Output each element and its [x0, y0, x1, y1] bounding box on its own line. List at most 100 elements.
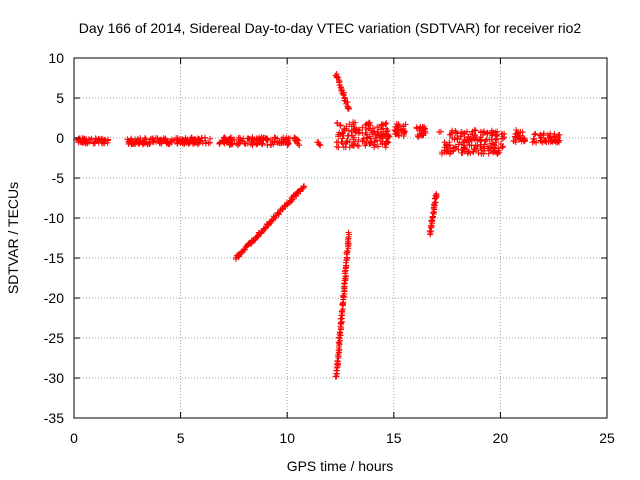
data-point [469, 128, 476, 135]
data-point [334, 119, 341, 126]
data-point [510, 138, 517, 145]
data-point [433, 192, 440, 199]
data-point [316, 141, 323, 148]
data-point [485, 145, 492, 152]
data-point [259, 140, 266, 147]
data-point [334, 358, 341, 365]
data-point [295, 141, 302, 148]
data-point [359, 138, 366, 145]
data-point [488, 130, 495, 137]
data-point [449, 127, 456, 134]
data-point [370, 131, 377, 138]
data-point [167, 138, 174, 145]
data-point [314, 139, 321, 146]
data-point [249, 139, 256, 146]
data-point [365, 121, 372, 128]
data-point [271, 138, 278, 145]
data-point [512, 134, 519, 141]
data-point [477, 128, 484, 135]
data-point [335, 79, 342, 86]
data-point [459, 147, 466, 154]
data-point [467, 135, 474, 142]
data-point [224, 137, 231, 144]
data-point [362, 142, 369, 149]
data-point [516, 132, 523, 139]
data-point [484, 130, 491, 137]
data-point [278, 139, 285, 146]
data-point [555, 132, 562, 139]
data-point [341, 95, 348, 102]
x-tick-label: 10 [279, 430, 295, 446]
data-point [414, 132, 421, 139]
data-point [340, 283, 347, 290]
data-point [366, 141, 373, 148]
data-point [446, 139, 453, 146]
data-point [384, 131, 391, 138]
data-point [256, 136, 263, 143]
data-point [444, 144, 451, 151]
data-point [350, 119, 357, 126]
x-tick-label: 20 [493, 430, 509, 446]
data-point [446, 150, 453, 157]
data-point [400, 132, 407, 139]
data-point [337, 122, 344, 129]
data-point [75, 135, 82, 142]
data-point [355, 130, 362, 137]
data-point [483, 136, 490, 143]
data-point [177, 139, 184, 146]
data-point [174, 140, 181, 147]
data-point [164, 139, 171, 146]
data-point [162, 135, 169, 142]
data-point [529, 139, 536, 146]
data-point [356, 127, 363, 134]
data-point [520, 135, 527, 142]
data-point [546, 134, 553, 141]
data-point [183, 137, 190, 144]
data-point [377, 132, 384, 139]
data-point [371, 142, 378, 149]
data-point [547, 138, 554, 145]
data-point [481, 128, 488, 135]
data-point [540, 130, 547, 137]
y-tick-label: 5 [56, 90, 64, 106]
data-point [159, 138, 166, 145]
data-point [430, 209, 437, 216]
chart-title: Day 166 of 2014, Sidereal Day-to-day VTE… [79, 20, 582, 36]
data-point [477, 136, 484, 143]
data-point [284, 139, 291, 146]
data-point [360, 135, 367, 142]
data-point [468, 130, 475, 137]
data-point [493, 137, 500, 144]
data-point [287, 135, 294, 142]
x-tick-label: 15 [386, 430, 402, 446]
data-point [87, 136, 94, 143]
data-point [345, 229, 352, 236]
data-point [191, 138, 198, 145]
data-point [276, 210, 283, 217]
data-point [339, 140, 346, 147]
data-point [455, 141, 462, 148]
data-point [413, 124, 420, 131]
data-point [264, 142, 271, 149]
data-point [383, 120, 390, 127]
data-point [344, 247, 351, 254]
data-point [461, 131, 468, 138]
data-point [400, 123, 407, 130]
data-point [236, 135, 243, 142]
data-point [501, 134, 508, 141]
y-axis-label: SDTVAR / TECUs [5, 182, 21, 294]
data-point [519, 129, 526, 136]
data-point [452, 130, 459, 137]
data-point [353, 126, 360, 133]
y-tick-label: -15 [44, 250, 64, 266]
data-point [300, 184, 307, 191]
data-point [458, 128, 465, 135]
data-point [340, 144, 347, 151]
data-point [129, 138, 136, 145]
data-point [174, 135, 181, 142]
data-point [198, 134, 205, 141]
data-point [259, 141, 266, 148]
data-point [395, 126, 402, 133]
data-point [355, 137, 362, 144]
data-point [355, 143, 362, 150]
